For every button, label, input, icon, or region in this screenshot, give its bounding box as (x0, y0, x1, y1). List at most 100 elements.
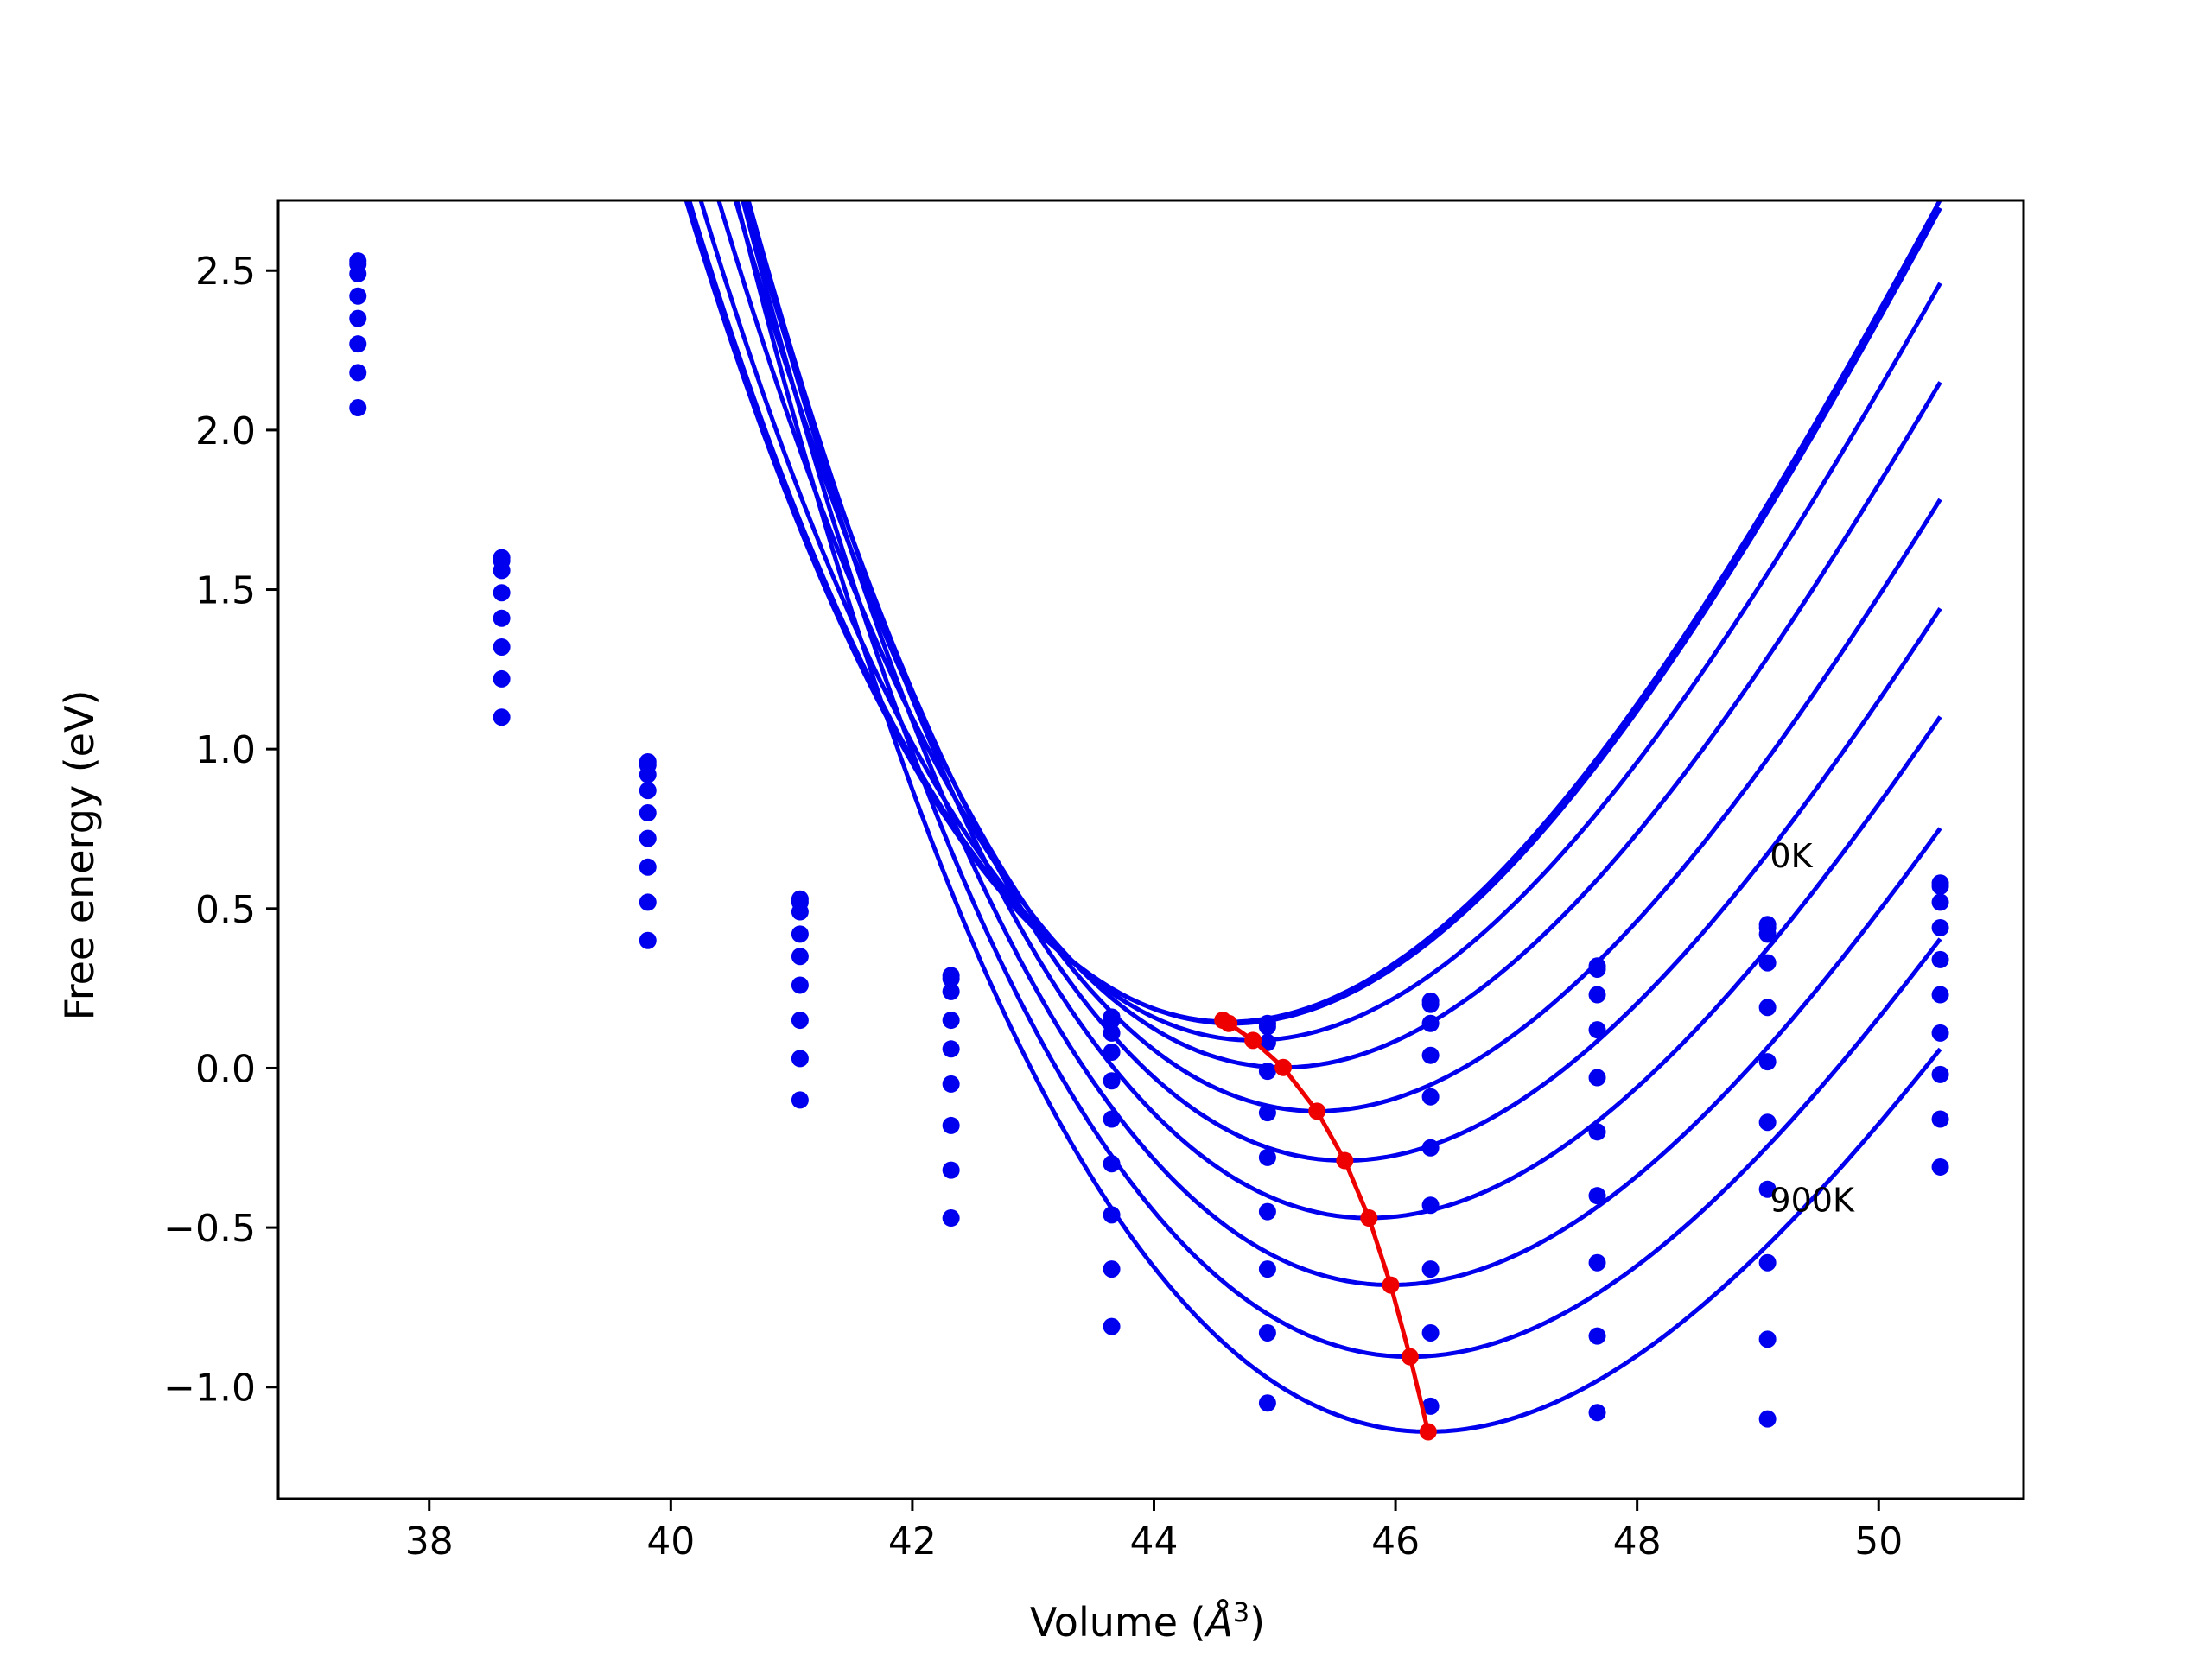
data-point-s3-4 (942, 1012, 960, 1030)
data-point-s4-6 (1258, 1104, 1276, 1122)
data-point-s1-10 (1931, 877, 1949, 895)
data-point-s5-7 (1421, 1139, 1440, 1157)
data-point-s8-6 (1258, 1323, 1276, 1342)
data-point-s8-7 (1421, 1323, 1440, 1342)
x-axis-label: Volume (Å3) (1030, 1598, 1265, 1646)
data-point-s4-5 (1103, 1072, 1121, 1090)
x-tick-label-40: 40 (646, 1519, 695, 1564)
data-point-s8-2 (639, 931, 657, 949)
data-point-s9-6 (1258, 1394, 1276, 1412)
y-tick-label-7: 2.5 (195, 250, 256, 294)
data-point-s7-10 (1931, 1065, 1949, 1083)
data-point-s9-9 (1758, 1330, 1777, 1348)
fit-curve-8 (741, 200, 1942, 1360)
x-axis-label-unit: Å (1204, 1599, 1233, 1646)
minimum-point-5 (1336, 1151, 1354, 1170)
data-point-s5-6 (1258, 1148, 1276, 1166)
x-tick-label-38: 38 (405, 1519, 454, 1564)
data-point-s7-4 (942, 1161, 960, 1179)
data-point-s6-3 (791, 1012, 809, 1030)
data-point-s5-3 (791, 976, 809, 994)
y-tick-label-4: 1.0 (195, 728, 256, 772)
x-tick-label-44: 44 (1129, 1519, 1178, 1564)
data-point-s8-8 (1588, 1327, 1606, 1345)
data-point-s7-2 (639, 893, 657, 911)
data-point-s3-3 (791, 925, 809, 943)
minimum-point-1 (1220, 1014, 1238, 1032)
fit-curve-5 (742, 200, 1942, 1163)
data-point-s5-8 (1588, 1123, 1606, 1141)
data-point-s9-5 (1103, 1317, 1121, 1335)
data-point-s7-7 (1421, 1260, 1440, 1278)
data-point-s4-9 (1758, 999, 1777, 1017)
data-point-s7-6 (1258, 1260, 1276, 1278)
data-point-s5-0 (349, 335, 367, 353)
minimum-point-7 (1382, 1276, 1400, 1294)
data-point-s4-7 (1421, 1088, 1440, 1106)
plot-frame (276, 199, 2025, 1500)
y-axis-label: Free energy (eV) (56, 690, 103, 1021)
annotation-900k: 900K (1770, 1182, 1855, 1220)
data-point-s7-0 (349, 399, 367, 417)
data-point-s1-4 (942, 970, 960, 988)
data-point-s3-0 (349, 287, 367, 305)
data-point-s4-8 (1588, 1069, 1606, 1087)
data-point-s10-9 (1758, 1410, 1777, 1428)
fit-curve-6 (746, 200, 1942, 1221)
data-point-s5-2 (639, 829, 657, 847)
data-point-s7-8 (1588, 1253, 1606, 1272)
data-point-s3-10 (1931, 918, 1949, 936)
data-point-s5-1 (493, 638, 511, 657)
data-point-s1-8 (1588, 960, 1606, 978)
fitted-curves (683, 200, 1942, 1434)
data-point-s2-2 (639, 765, 657, 783)
data-point-s8-9 (1758, 1253, 1777, 1272)
data-point-s6-4 (942, 1116, 960, 1134)
data-point-s5-9 (1758, 1053, 1777, 1071)
data-point-s2-9 (1758, 925, 1777, 943)
data-point-s4-1 (493, 609, 511, 627)
data-point-s3-9 (1758, 954, 1777, 972)
data-point-s2-5 (1103, 1024, 1121, 1042)
data-point-s9-10 (1931, 1158, 1949, 1176)
data-point-s3-5 (1103, 1043, 1121, 1061)
data-point-s2-3 (791, 903, 809, 921)
data-point-s6-5 (1103, 1155, 1121, 1173)
data-point-s2-1 (493, 561, 511, 580)
y-tick-label-6: 2.0 (195, 409, 256, 454)
data-point-s2-7 (1421, 1014, 1440, 1032)
data-point-s3-8 (1588, 1021, 1606, 1039)
y-tick-label-2: 0.0 (195, 1047, 256, 1091)
minimum-line (1222, 1018, 1431, 1432)
x-axis-label-exponent: 3 (1233, 1598, 1249, 1628)
x-axis-label-text: Volume ( (1030, 1599, 1206, 1646)
minimum-point-2 (1244, 1031, 1262, 1050)
data-point-s1-5 (1103, 1012, 1121, 1030)
fit-curve-3 (716, 200, 1942, 1070)
data-point-s6-7 (1421, 1196, 1440, 1215)
data-point-s3-2 (639, 782, 657, 800)
data-point-s7-3 (791, 1050, 809, 1068)
y-tick-label-1: −0.5 (163, 1207, 256, 1251)
data-point-s7-9 (1758, 1180, 1777, 1198)
x-axis-label-close: ) (1249, 1599, 1265, 1646)
data-point-s4-3 (791, 948, 809, 966)
data-point-s7-1 (493, 708, 511, 726)
x-tick-label-42: 42 (888, 1519, 937, 1564)
data-point-s1-7 (1421, 995, 1440, 1013)
minimum-point-9 (1419, 1423, 1437, 1441)
fit-curve-1 (687, 200, 1942, 1026)
data-point-s1-6 (1258, 1018, 1276, 1036)
data-point-s6-8 (1588, 1187, 1606, 1205)
data-point-s6-1 (493, 669, 511, 688)
data-point-s2-8 (1588, 986, 1606, 1004)
data-point-s8-3 (791, 1091, 809, 1109)
data-point-s7-5 (1103, 1206, 1121, 1224)
data-point-s8-5 (1103, 1260, 1121, 1278)
data-point-s2-0 (349, 264, 367, 282)
minimum-point-8 (1401, 1348, 1419, 1366)
fit-curve-4 (733, 200, 1942, 1113)
